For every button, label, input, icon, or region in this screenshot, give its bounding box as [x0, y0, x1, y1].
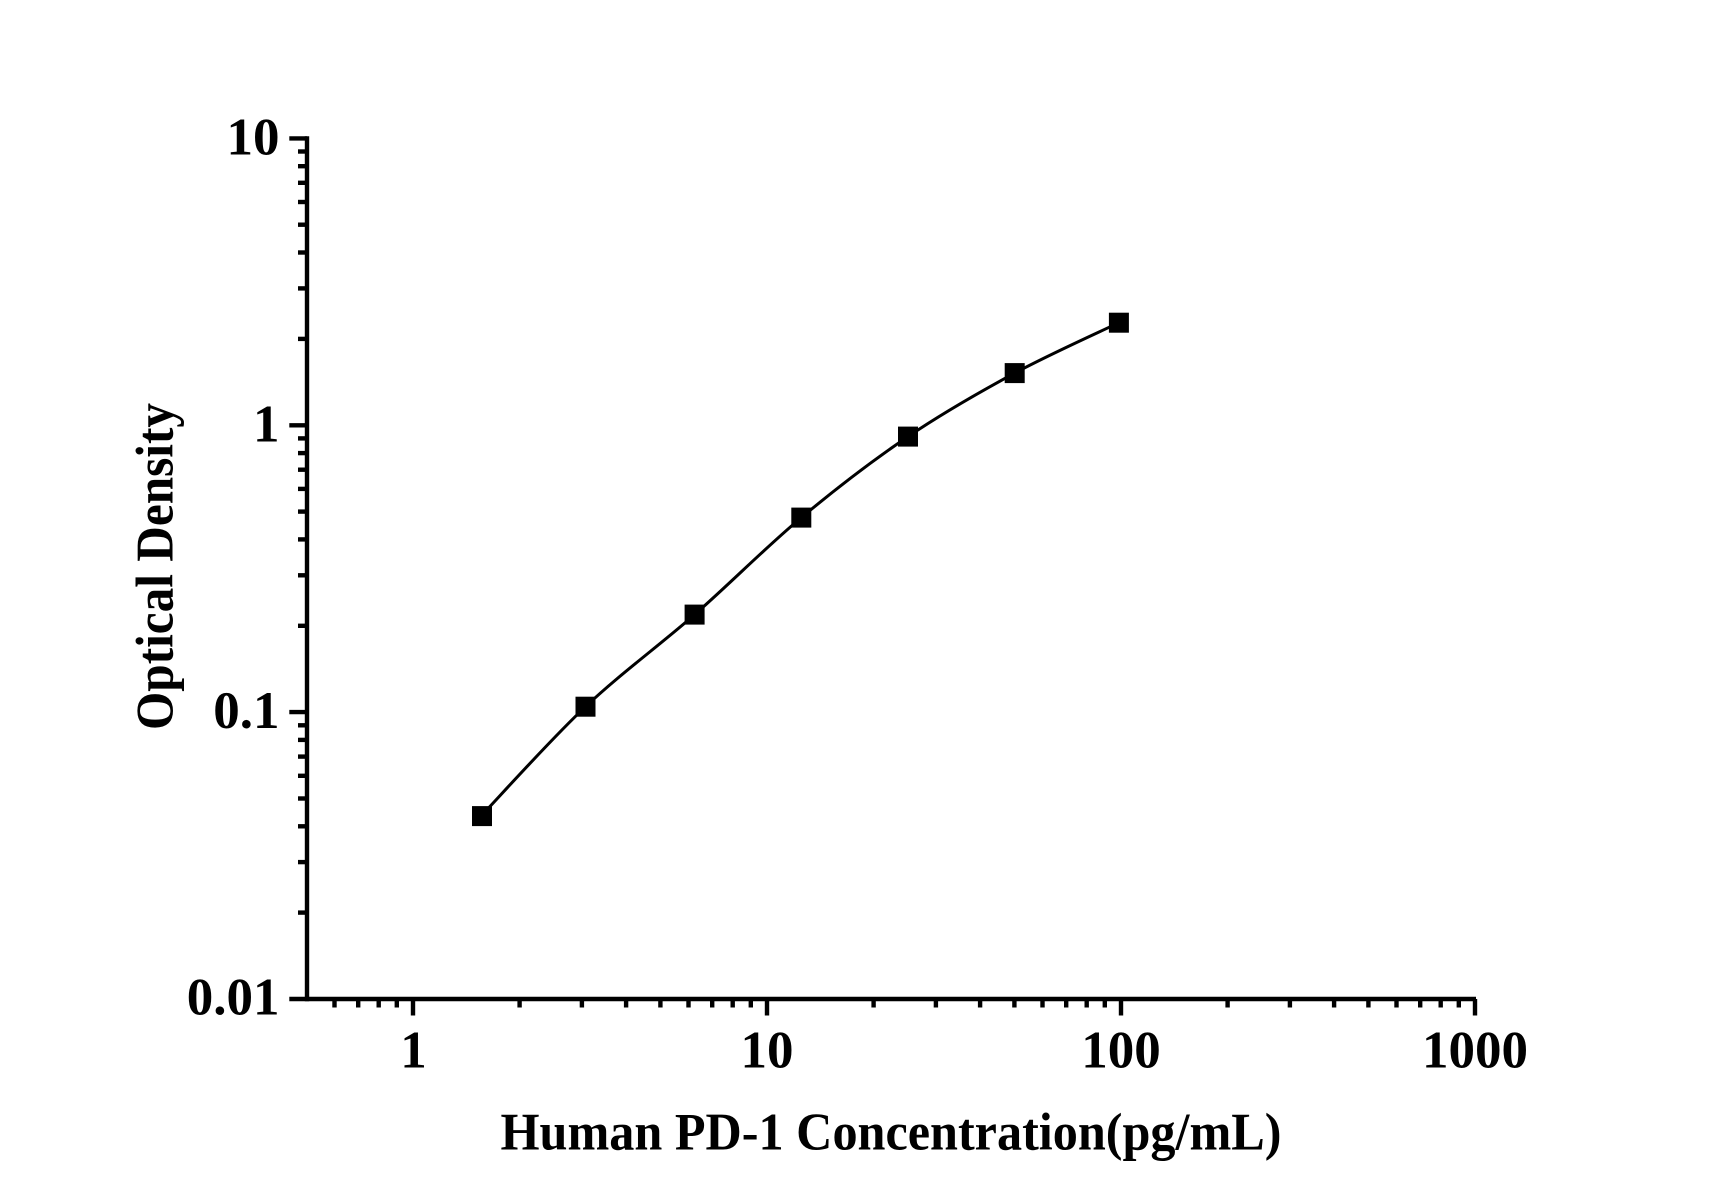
svg-text:1: 1 — [253, 395, 280, 453]
svg-text:1: 1 — [400, 1022, 427, 1080]
svg-text:1000: 1000 — [1422, 1022, 1528, 1080]
svg-text:Optical Density: Optical Density — [127, 403, 185, 730]
svg-text:Human PD-1 Concentration(pg/mL: Human PD-1 Concentration(pg/mL) — [501, 1104, 1282, 1162]
svg-text:10: 10 — [227, 108, 280, 166]
svg-text:0.01: 0.01 — [187, 969, 280, 1027]
svg-text:0.1: 0.1 — [213, 682, 279, 740]
svg-text:10: 10 — [741, 1022, 794, 1080]
svg-text:100: 100 — [1081, 1022, 1161, 1080]
